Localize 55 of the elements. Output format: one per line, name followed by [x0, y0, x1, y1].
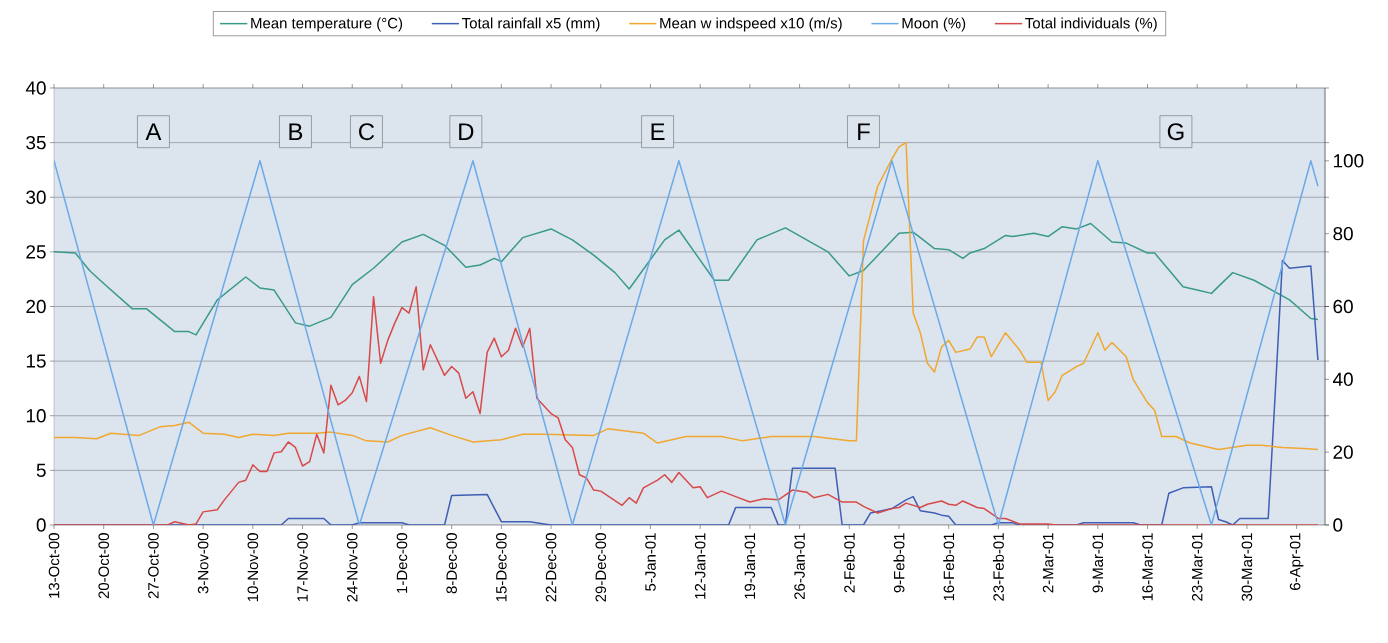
y-tick-label: 0	[36, 518, 46, 532]
x-tick-label: 1-Dec-00	[396, 533, 408, 593]
y-tick-label: 30	[26, 190, 46, 204]
y-tick-label: 10	[26, 409, 46, 423]
x-tick-label: 22-Dec-00	[545, 533, 557, 602]
x-tick-label: 19-Jan-01	[744, 533, 756, 599]
y2-tick-label: 60	[1333, 299, 1353, 314]
x-tick-label: 16-Mar-01	[1142, 533, 1153, 601]
x-tick-label: 23-Mar-01	[1191, 533, 1203, 601]
y2-tick-label: 20	[1333, 445, 1353, 459]
legend-label: Moon (%)	[902, 17, 966, 32]
annotation: D	[459, 123, 474, 140]
legend-label: Mean temperature (°C)	[251, 17, 403, 32]
legend-label: Total individuals (%)	[1025, 17, 1157, 32]
y-tick-label: 15	[26, 354, 46, 368]
x-tick-label: 17-Nov-00	[297, 533, 308, 602]
line-series	[54, 141, 1319, 451]
x-tick-label: 10-Nov-00	[247, 533, 259, 602]
x-tick-label: 29-Dec-00	[595, 533, 607, 602]
y2-tick-label: 40	[1332, 372, 1353, 387]
x-tick-label: 26-Jan-01	[794, 533, 805, 600]
annotation: F	[858, 123, 870, 140]
x-tick-label: 12-Jan-01	[694, 533, 706, 599]
x-tick-label: 9-Feb-01	[893, 533, 905, 593]
x-tick-label: 9-Mar-01	[1092, 533, 1104, 593]
annotation: E	[651, 123, 665, 140]
annotation: C	[359, 123, 375, 141]
x-tick-label: 24-Nov-00	[346, 533, 358, 602]
x-tick-label: 16-Feb-01	[943, 533, 955, 601]
y-tick-label: 40	[25, 81, 46, 95]
x-tick-label: 2-Mar-01	[1042, 533, 1054, 593]
annotation: G	[1167, 123, 1184, 141]
x-tick-label: 6-Apr-01	[1289, 533, 1304, 590]
x-tick-label: 30-Mar-01	[1241, 533, 1253, 601]
x-tick-label: 20-Oct-00	[98, 533, 109, 599]
y2-tick-label: 100	[1333, 154, 1364, 168]
x-tick-label: 5-Jan-01	[645, 533, 656, 591]
x-tick-label: 13-Oct-00	[48, 533, 60, 598]
x-tick-label: 27-Oct-00	[148, 533, 159, 599]
line-series	[54, 222, 1319, 336]
y-tick-label: 20	[26, 299, 46, 314]
x-tick-label: 8-Dec-00	[446, 533, 457, 594]
x-tick-label: 23-Feb-01	[992, 533, 1004, 601]
annotation: B	[289, 123, 303, 140]
annotation: A	[145, 123, 162, 140]
y2-tick-label: 80	[1333, 226, 1353, 241]
x-tick-label: 3-Nov-00	[197, 533, 209, 594]
legend-label: Mean w indspeed x10 (m/s)	[660, 17, 842, 32]
x-tick-label: 2-Feb-01	[843, 533, 855, 593]
y-tick-label: 5	[36, 463, 46, 477]
legend-label: Total rainfall x5 (mm)	[462, 17, 600, 32]
y2-tick-label: 0	[1333, 518, 1343, 532]
y-tick-label: 35	[26, 135, 46, 150]
y-tick-label: 25	[26, 245, 46, 259]
x-tick-label: 15-Dec-00	[496, 533, 507, 602]
